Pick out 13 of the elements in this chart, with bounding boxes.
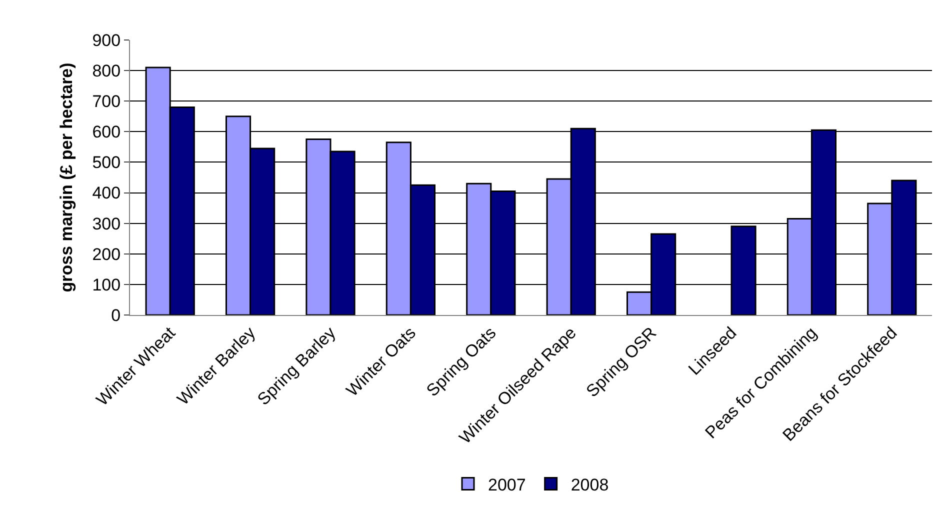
y-tick-label: 800 bbox=[92, 62, 121, 81]
y-tick-label: 300 bbox=[92, 214, 121, 234]
y-tick-label: 100 bbox=[92, 275, 121, 294]
y-tick-label: 400 bbox=[92, 184, 121, 203]
legend-label: 2008 bbox=[570, 475, 609, 494]
y-tick-label: 900 bbox=[92, 30, 121, 50]
legend-label: 2007 bbox=[488, 475, 526, 494]
y-tick-label: 500 bbox=[92, 153, 121, 172]
y-tick-label: 0 bbox=[111, 306, 121, 325]
y-tick-label: 700 bbox=[92, 92, 121, 112]
y-axis-title: gross margin (£ per hectare) bbox=[56, 62, 76, 292]
y-tick-label: 200 bbox=[92, 244, 121, 264]
y-tick-label: 600 bbox=[92, 122, 121, 142]
